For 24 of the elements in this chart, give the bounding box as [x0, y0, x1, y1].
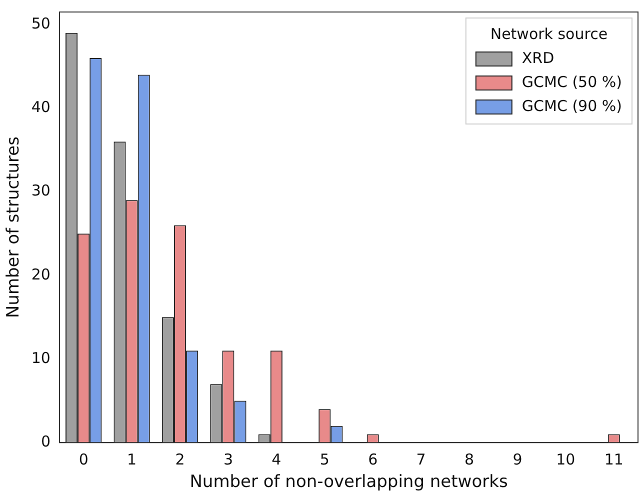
x-tick-label: 1	[127, 450, 137, 468]
legend-title: Network source	[490, 24, 608, 43]
x-tick-label: 0	[78, 450, 88, 468]
y-tick-label: 20	[31, 265, 50, 284]
x-tick-label: 7	[416, 450, 426, 468]
x-tick-label: 6	[368, 450, 378, 468]
y-tick-label: 0	[40, 432, 50, 450]
x-tick-label: 10	[556, 450, 576, 468]
y-tick-label: 40	[31, 98, 50, 116]
y-tick-label: 30	[31, 182, 50, 200]
x-tick-label: 8	[464, 450, 474, 468]
legend-label: GCMC (90 %)	[522, 96, 622, 115]
y-tick-label: 50	[31, 14, 50, 32]
x-tick-label: 2	[175, 450, 185, 468]
y-tick-label: 10	[31, 348, 50, 367]
legend-label: XRD	[522, 48, 554, 67]
y-axis-title: Number of structures	[4, 136, 24, 318]
x-axis-title: Number of non-overlapping networks	[190, 472, 508, 492]
x-tick-label: 4	[272, 450, 282, 468]
x-tick-label: 3	[223, 450, 233, 468]
legend-label: GCMC (50 %)	[522, 72, 622, 91]
x-tick-label: 9	[512, 450, 522, 468]
x-tick-label: 5	[320, 450, 330, 468]
x-tick-label: 11	[604, 450, 624, 468]
